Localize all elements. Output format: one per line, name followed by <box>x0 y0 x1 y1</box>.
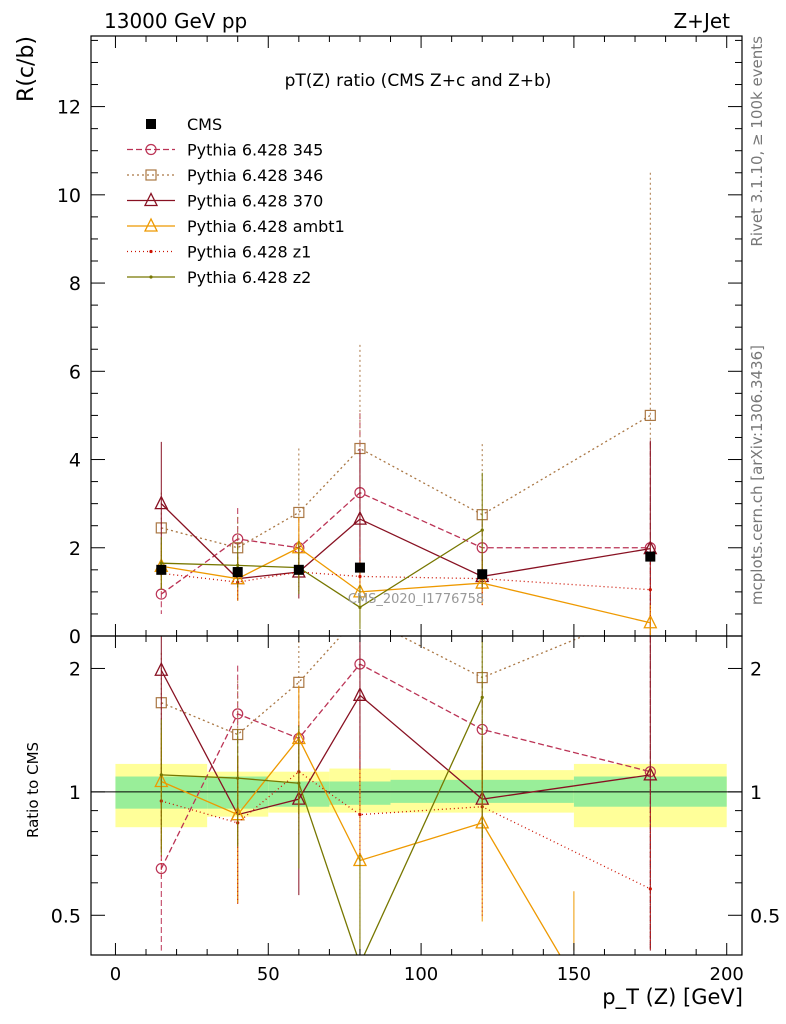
ratio-series-4 <box>159 725 652 951</box>
ratio-frame <box>90 635 743 956</box>
data-point <box>143 192 159 207</box>
data-point <box>232 567 243 578</box>
ratio-y-tick-label: 0.5 <box>51 905 81 927</box>
legend-label: Pythia 6.428 346 <box>187 166 323 185</box>
x-tick-label: 150 <box>557 964 591 985</box>
series-3 <box>154 516 658 636</box>
y-tick-label: 8 <box>69 273 81 295</box>
data-point <box>358 813 362 817</box>
data-point <box>358 605 362 609</box>
ratio-line <box>160 669 651 816</box>
data-point <box>648 588 652 592</box>
data-point <box>643 766 658 781</box>
data-point <box>354 562 365 573</box>
ratio-series-3 <box>154 685 575 955</box>
y-tick-label: 4 <box>69 450 81 472</box>
data-point <box>143 217 159 232</box>
header-left: 13000 GeV pp <box>104 9 247 33</box>
data-point <box>477 569 488 580</box>
data-point <box>145 169 157 181</box>
header-right: Z+Jet <box>673 9 730 33</box>
legend-label: Pythia 6.428 ambt1 <box>187 217 345 236</box>
legend-marker <box>146 119 156 129</box>
ratio-y-tick-label: 2 <box>69 658 81 680</box>
data-point <box>645 551 656 562</box>
x-tick-label: 0 <box>110 964 121 985</box>
watermark: CMS_2020_I1776758 <box>348 592 484 607</box>
legend-label: Pythia 6.428 345 <box>187 141 323 160</box>
data-point <box>352 686 368 701</box>
x-tick-label: 100 <box>404 964 438 985</box>
ratio-y-tick-label: 2 <box>750 658 762 680</box>
legend-label: Pythia 6.428 z2 <box>187 268 311 287</box>
y-tick-label: 10 <box>57 185 81 207</box>
y-tick-label: 6 <box>69 361 81 383</box>
data-point <box>643 614 658 629</box>
ratio-y-tick-label: 1 <box>750 782 762 804</box>
legend-label: Pythia 6.428 z1 <box>187 243 311 262</box>
data-point <box>293 564 304 575</box>
legend-label: Pythia 6.428 370 <box>187 192 323 211</box>
ratio-series-5 <box>159 636 484 955</box>
data-point <box>149 275 153 279</box>
side-label-bottom: mcplots.cern.ch [arXiv:1306.3436] <box>748 345 766 605</box>
y-tick-label: 12 <box>57 97 81 119</box>
data-point <box>480 528 484 532</box>
ratio-line <box>161 737 561 955</box>
chart-title: pT(Z) ratio (CMS Z+c and Z+b) <box>285 71 552 91</box>
series-line <box>161 547 651 624</box>
data-point <box>475 574 490 589</box>
data-point <box>232 708 244 720</box>
data-point <box>159 773 163 777</box>
y-axis-label: R(c/b) <box>14 36 39 102</box>
data-point <box>145 143 157 156</box>
y-tick-label: 2 <box>69 538 81 560</box>
legend: CMS Pythia 6.428 345 Pythia 6.428 346 Pythi… <box>127 115 345 287</box>
data-point <box>358 574 362 579</box>
data-point <box>644 409 656 422</box>
x-tick-label: 200 <box>710 964 744 985</box>
data-point <box>159 561 163 565</box>
series-line <box>161 414 651 549</box>
ratio-y-tick-label: 0.5 <box>750 905 780 927</box>
data-point <box>236 563 240 568</box>
ratio-line <box>161 770 651 890</box>
side-label-top: Rivet 3.1.10, ≥ 100k events <box>748 36 766 247</box>
x-axis-label: p_T (Z) [GeV] <box>602 985 743 1010</box>
data-point <box>156 564 167 575</box>
ratio-line <box>161 636 586 736</box>
ratio-y-axis-label: Ratio to CMS <box>24 742 42 838</box>
data-point <box>154 495 169 510</box>
data-point <box>648 887 652 891</box>
y-tick-label: 0 <box>69 626 81 648</box>
x-tick-label: 50 <box>257 964 280 985</box>
data-point <box>154 661 169 676</box>
legend-label: CMS <box>187 115 222 134</box>
data-point <box>149 249 153 254</box>
data-point <box>480 695 484 699</box>
data-point <box>297 781 301 785</box>
series-line <box>160 491 651 595</box>
series-line <box>161 571 651 591</box>
ratio-y-tick-label: 1 <box>69 782 81 804</box>
series-line <box>160 503 651 580</box>
ratio-line <box>161 697 483 955</box>
data-point <box>236 776 240 780</box>
data-point <box>352 510 368 525</box>
